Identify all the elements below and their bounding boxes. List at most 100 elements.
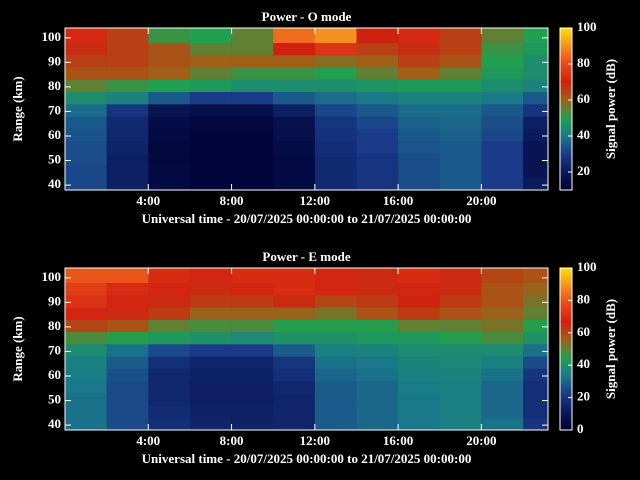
heatmap-cell [273, 307, 316, 320]
y-axis-label: Range (km) [10, 76, 25, 141]
heatmap-cell [189, 417, 232, 431]
heatmap-cell [314, 368, 357, 382]
y-tick-label: 50 [48, 392, 61, 407]
heatmap-cell [106, 79, 149, 93]
heatmap-cell [356, 28, 399, 44]
y-tick-label: 70 [48, 342, 61, 357]
heatmap-cell [231, 91, 274, 105]
heatmap-cell [356, 79, 399, 93]
heatmap-cell [314, 393, 357, 406]
heatmap-cell [148, 282, 191, 296]
heatmap-cell [148, 153, 191, 166]
heatmap-cell [231, 282, 274, 296]
heatmap-cell [481, 128, 524, 142]
plot-frame [64, 267, 549, 431]
heatmap-cell [148, 91, 191, 105]
heatmap-cell [398, 282, 441, 296]
heatmap-cell [106, 295, 149, 308]
heatmap-cell [65, 79, 107, 93]
heatmap-cell [398, 405, 441, 419]
y-tick-label: 60 [48, 127, 61, 142]
heatmap-cell [231, 295, 274, 308]
heatmap-cell [231, 307, 274, 320]
colorbar-tick-label: 60 [577, 324, 590, 339]
heatmap-cell [65, 356, 107, 369]
chart-title: Power - E mode [262, 249, 350, 264]
heatmap-cell [481, 177, 524, 191]
heatmap-cell [65, 307, 107, 320]
plot-frame [64, 27, 549, 191]
heatmap-cell [189, 319, 232, 333]
heatmap-cell [231, 28, 274, 44]
heatmap-cell [314, 344, 357, 357]
heatmap-cell [106, 417, 149, 431]
heatmap-cell [481, 28, 524, 44]
heatmap-cell [314, 417, 357, 431]
heatmap-cell [356, 319, 399, 333]
heatmap-cell [106, 368, 149, 382]
heatmap-cell [148, 104, 191, 117]
heatmap-cell [231, 319, 274, 333]
heatmap-cell [523, 42, 549, 56]
heatmap-cell [231, 368, 274, 382]
heatmap-cell [65, 91, 107, 105]
heatmap-cell [65, 28, 107, 44]
colorbar-label: Signal power (dB) [603, 299, 618, 399]
heatmap-cell [398, 55, 441, 68]
heatmap-cell [523, 368, 549, 382]
heatmap-cell [314, 55, 357, 68]
heatmap-cell [106, 177, 149, 191]
heatmap-cell [148, 140, 191, 154]
heatmap-cell [189, 91, 232, 105]
heatmap-cell [106, 319, 149, 333]
heatmap-cell [439, 368, 482, 382]
x-tick-label: 16:00 [383, 193, 413, 208]
heatmap-cell [106, 116, 149, 129]
heatmap-cell [189, 331, 232, 345]
heatmap-cell [314, 116, 357, 129]
heatmap-cell [439, 282, 482, 296]
heatmap-cell [189, 405, 232, 419]
heatmap-cell [65, 319, 107, 333]
heatmap-cell [314, 405, 357, 419]
heatmap-cell [523, 417, 549, 431]
heatmap-cell [106, 282, 149, 296]
heatmap-cell [273, 165, 316, 179]
heatmap-cell [523, 116, 549, 129]
heatmap-cell [189, 128, 232, 142]
heatmap-cell [189, 55, 232, 68]
heatmap-cell [398, 331, 441, 345]
heatmap-cell [65, 344, 107, 357]
y-tick-label: 90 [48, 293, 61, 308]
heatmap-cell [398, 42, 441, 56]
heatmap-cell [523, 405, 549, 419]
heatmap-cell [189, 67, 232, 80]
heatmap-cell [481, 116, 524, 129]
heatmap-cell [481, 417, 524, 431]
y-tick-label: 40 [48, 416, 61, 431]
heatmap-cell [523, 28, 549, 44]
heatmap-cell [314, 295, 357, 308]
heatmap-cell [314, 104, 357, 117]
heatmap-cell [189, 393, 232, 406]
heatmap-cell [314, 91, 357, 105]
heatmap-cell [273, 319, 316, 333]
heatmap-cell [523, 165, 549, 179]
heatmap-cell [356, 177, 399, 191]
heatmap-cell [439, 356, 482, 369]
heatmap-cell [65, 393, 107, 406]
heatmap-cell [231, 356, 274, 369]
heatmap-cell [65, 104, 107, 117]
heatmap-cell [481, 368, 524, 382]
colorbar-tick-label: 100 [577, 19, 597, 34]
y-tick-label: 80 [48, 78, 61, 93]
heatmap-cell [439, 165, 482, 179]
colorbar-tick-label: 40 [577, 356, 590, 371]
y-tick-label: 90 [48, 53, 61, 68]
heatmap-cell [148, 116, 191, 129]
heatmap-cell [189, 268, 232, 284]
heatmap-cell [273, 393, 316, 406]
heatmap-cell [523, 307, 549, 320]
heatmap-cell [398, 344, 441, 357]
heatmap-cell [523, 79, 549, 93]
